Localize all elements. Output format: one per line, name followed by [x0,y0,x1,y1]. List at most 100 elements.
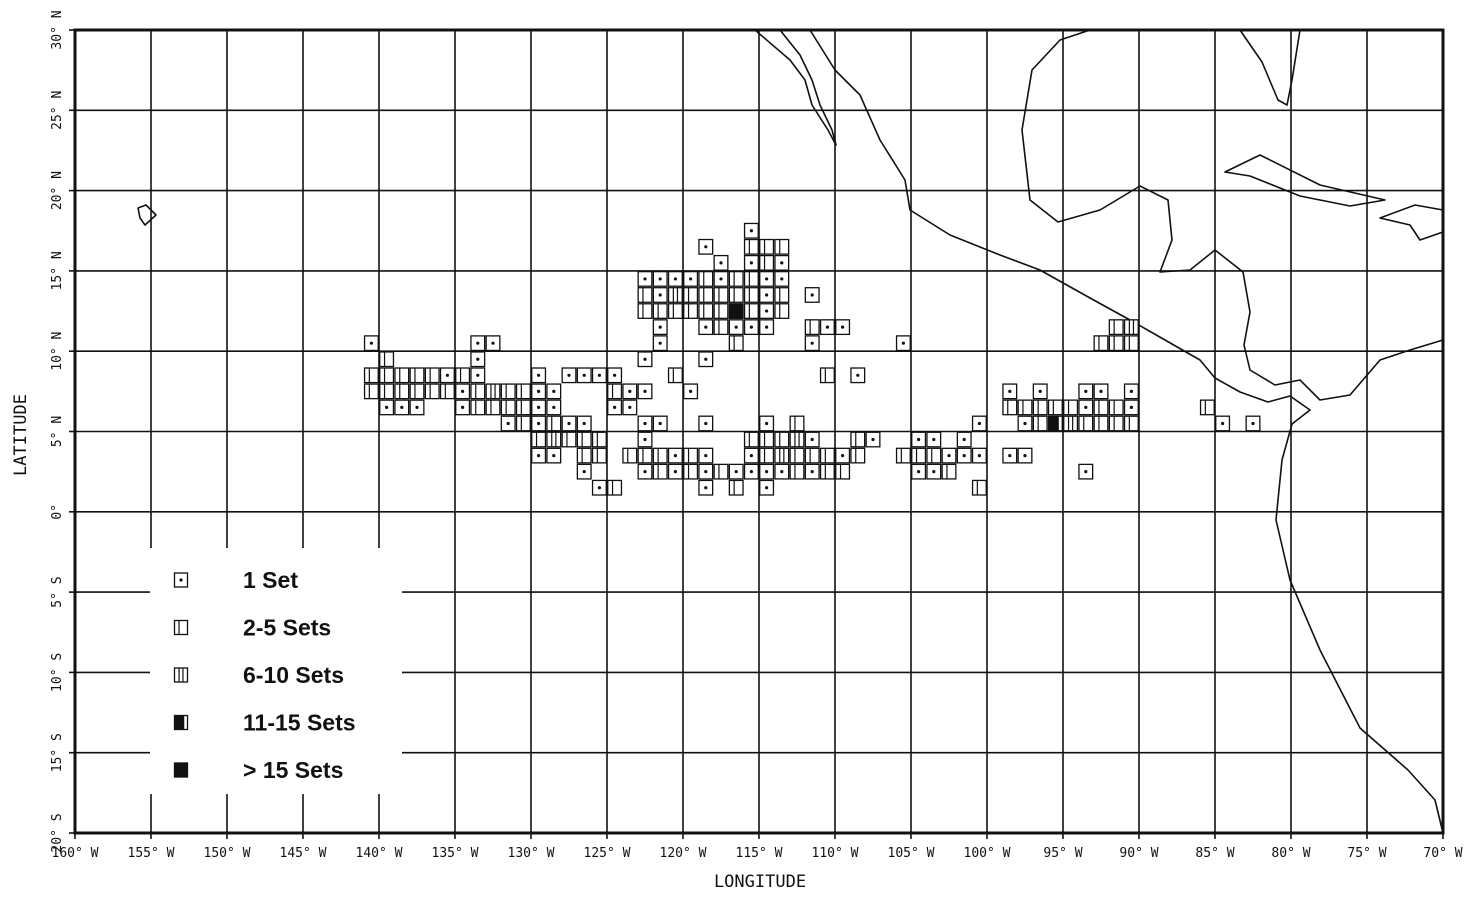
sample-cell [439,383,455,400]
sample-cell [911,447,927,464]
cell-dot [445,373,449,377]
sample-cell [515,383,531,400]
sample-cell [804,287,820,303]
cell-dot [962,437,966,442]
cell-dot [825,325,830,329]
sample-cell [485,335,501,352]
sample-cell [683,270,699,287]
sample-cell [652,335,668,352]
cell-box [789,415,805,432]
sample-cell [1078,383,1094,400]
sample-cell [759,447,775,464]
sample-cell [667,303,683,319]
cell-dot [552,453,556,458]
sample-cell [941,447,957,464]
sample-cell [774,303,790,319]
cell-dot [962,453,966,458]
cell-dot [734,470,738,474]
cell-box [1108,415,1124,432]
cell-box [607,479,623,496]
sample-cell [637,287,653,303]
cell-dot [977,421,982,426]
sample-cell [1199,399,1215,416]
sample-cell [941,463,957,480]
cell-dot [385,405,389,410]
cell-dot [567,421,571,426]
sample-cell [439,367,455,384]
sample-cell [743,238,759,255]
sample-cell [455,399,471,416]
cell-box [713,303,729,319]
cell-dot [704,470,708,474]
sample-cell [637,351,653,368]
coast-americas [754,29,1444,834]
cell-box [698,287,714,303]
cell-box [409,383,425,400]
sample-cell [379,351,395,368]
sample-cell [926,463,942,480]
cell-dot [673,470,678,474]
cell-dot [476,341,480,345]
sample-cell [652,447,668,464]
cell-box [683,447,699,464]
cell-dot [673,453,678,458]
cell-box [591,447,607,464]
cell-dot [810,437,814,442]
sample-cell [759,463,775,480]
sample-cell [804,431,820,448]
cell-dot [810,470,814,474]
cell-box [470,383,486,400]
sample-cell [789,447,805,464]
sample-cell [546,415,562,432]
legend-symbol [173,714,189,731]
cell-box [173,619,189,636]
sample-cell [667,270,683,287]
sample-cell [637,431,653,448]
cell-dot [537,421,541,426]
sample-cell [363,383,379,400]
cell-dot [537,405,541,410]
cell-dot [1084,405,1088,410]
cell-box [576,431,592,448]
cell-box [698,303,714,319]
cell-box [561,431,577,448]
sample-cell [713,270,729,287]
sample-cell [1017,399,1033,416]
cell-box [515,399,531,416]
cell-box [591,431,607,448]
legend-symbol [173,619,189,636]
cell-box [804,319,820,336]
cell-dot [749,325,754,329]
cell-box [819,367,835,384]
sample-cell [667,287,683,303]
cell-box [1032,415,1048,432]
sample-cell [607,367,623,384]
cell-box [1123,319,1139,336]
cell-dot [780,470,784,474]
cell-fill [1048,416,1059,431]
cell-box [379,351,395,368]
sample-cell [683,447,699,464]
x-tick-label: 125° W [584,846,631,861]
sample-cell [637,463,653,480]
sample-cell [1108,319,1124,336]
y-tick-label: 15° S [50,733,65,772]
sample-cell [819,447,835,464]
cell-dot [537,389,541,393]
cell-box [926,447,942,464]
sample-cell [804,447,820,464]
sample-cell [1002,399,1018,416]
cell-box [774,238,790,255]
cell-dot [749,470,754,474]
cell-dot [1129,405,1133,410]
cell-dot [749,261,754,265]
coast-gulf [1021,29,1444,401]
y-tick-label: 20° S [50,813,65,852]
x-tick-label: 95° W [1043,846,1082,861]
sample-cell [683,287,699,303]
cell-dot [506,421,510,426]
cell-box [941,463,957,480]
sample-cell [1002,447,1018,464]
sample-cell [698,287,714,303]
cell-box [683,463,699,480]
